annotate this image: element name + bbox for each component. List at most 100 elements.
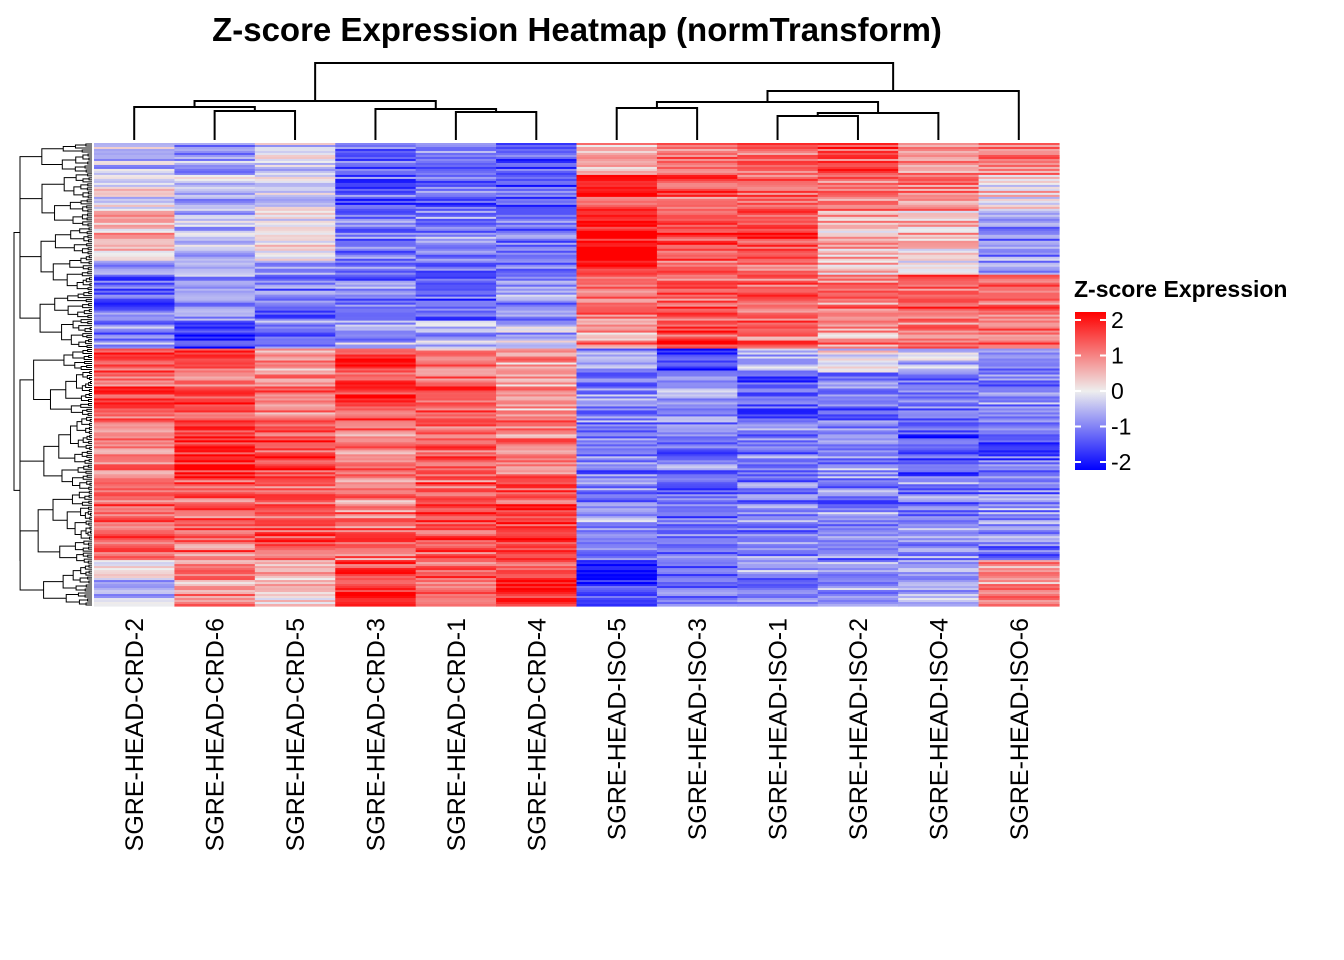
dendrogram-branch: [88, 430, 92, 434]
heatmap-cell: [254, 206, 336, 210]
heatmap-cell: [898, 312, 980, 316]
column-label: SGRE-HEAD-ISO-1: [765, 618, 793, 840]
heatmap-cell: [978, 264, 1060, 268]
heatmap-cell: [174, 416, 256, 420]
heatmap-cell: [817, 530, 899, 533]
heatmap-cell: [576, 486, 658, 489]
heatmap-cell: [978, 592, 1060, 595]
heatmap-cell: [656, 424, 738, 427]
heatmap-cell: [335, 512, 417, 515]
heatmap-cell: [576, 374, 658, 378]
dendrogram-branch: [58, 434, 75, 459]
dendrogram-branch: [86, 217, 92, 221]
heatmap-cell: [335, 382, 417, 386]
heatmap-cell: [94, 570, 176, 573]
heatmap-cell: [335, 422, 417, 425]
heatmap-cell: [737, 438, 819, 441]
heatmap-cell: [737, 476, 819, 479]
dendrogram-branch: [83, 558, 92, 563]
dendrogram-branch: [89, 516, 92, 520]
heatmap-cell: [415, 366, 497, 370]
heatmap-cell: [496, 434, 578, 437]
heatmap-cell: [254, 184, 336, 188]
heatmap-cell: [174, 456, 256, 459]
heatmap-cell: [656, 184, 738, 188]
heatmap-cell: [656, 240, 738, 244]
heatmap-cell: [737, 386, 819, 390]
heatmap-cell: [737, 374, 819, 378]
heatmap-cell: [656, 258, 738, 262]
heatmap-cell: [415, 448, 497, 451]
heatmap-cell: [656, 478, 738, 481]
heatmap-cell: [496, 454, 578, 457]
heatmap-cell: [898, 340, 980, 344]
heatmap-cell: [415, 204, 497, 208]
heatmap-cell: [737, 196, 819, 200]
heatmap-cell: [174, 166, 256, 170]
heatmap-cell: [254, 220, 336, 224]
heatmap-cell: [254, 472, 336, 475]
heatmap-cell: [817, 398, 899, 402]
heatmap-cell: [978, 226, 1060, 230]
heatmap-cell: [576, 360, 658, 364]
heatmap-cell: [335, 262, 417, 266]
heatmap-cell: [898, 242, 980, 246]
heatmap-cell: [817, 376, 899, 380]
heatmap-cell: [898, 434, 980, 437]
heatmap-cell: [254, 426, 336, 429]
heatmap-cell: [254, 534, 336, 537]
heatmap-cell: [94, 304, 176, 308]
heatmap-cell: [174, 408, 256, 412]
heatmap-cell: [496, 398, 578, 402]
heatmap-cell: [978, 486, 1060, 489]
heatmap-cell: [94, 602, 176, 605]
heatmap-cell: [656, 458, 738, 461]
heatmap-cell: [898, 176, 980, 180]
dendrogram-branch: [85, 584, 92, 588]
heatmap-cell: [254, 540, 336, 543]
heatmap-cell: [576, 542, 658, 545]
heatmap-cell: [415, 560, 497, 563]
heatmap-cell: [254, 582, 336, 585]
dendrogram-branch: [72, 216, 83, 224]
heatmap-cell: [656, 466, 738, 469]
dendrogram-branch: [61, 159, 76, 170]
heatmap-cell: [335, 514, 417, 517]
heatmap-cell: [335, 272, 417, 276]
heatmap-cell: [335, 420, 417, 423]
heatmap-cell: [174, 434, 256, 437]
heatmap-cell: [415, 384, 497, 388]
heatmap-cell: [898, 470, 980, 473]
heatmap-cell: [94, 496, 176, 499]
heatmap-cell: [174, 338, 256, 342]
heatmap-cell: [254, 556, 336, 559]
heatmap-cell: [94, 192, 176, 196]
heatmap-cell: [174, 540, 256, 543]
heatmap-cell: [576, 230, 658, 234]
heatmap-cell: [415, 524, 497, 527]
heatmap-cell: [496, 408, 578, 412]
heatmap-cell: [415, 194, 497, 198]
heatmap-cell: [656, 304, 738, 308]
heatmap-cell: [94, 214, 176, 218]
heatmap-cell: [496, 358, 578, 362]
heatmap-cell: [656, 192, 738, 196]
heatmap-cell: [496, 386, 578, 390]
heatmap-cell: [94, 168, 176, 172]
heatmap-cell: [254, 286, 336, 290]
heatmap-cell: [496, 532, 578, 535]
heatmap-cell: [94, 536, 176, 539]
heatmap-cell: [737, 344, 819, 348]
heatmap-cell: [737, 316, 819, 320]
heatmap-cell: [496, 592, 578, 595]
heatmap-cell: [576, 590, 658, 593]
heatmap-cell: [254, 166, 336, 170]
heatmap-cell: [254, 368, 336, 372]
heatmap-cell: [978, 244, 1060, 248]
heatmap-cell: [737, 594, 819, 597]
heatmap-cell: [817, 158, 899, 162]
dendrogram-branch: [86, 243, 92, 247]
heatmap-cell: [656, 242, 738, 246]
heatmap-cell: [496, 298, 578, 302]
heatmap-cell: [335, 474, 417, 477]
